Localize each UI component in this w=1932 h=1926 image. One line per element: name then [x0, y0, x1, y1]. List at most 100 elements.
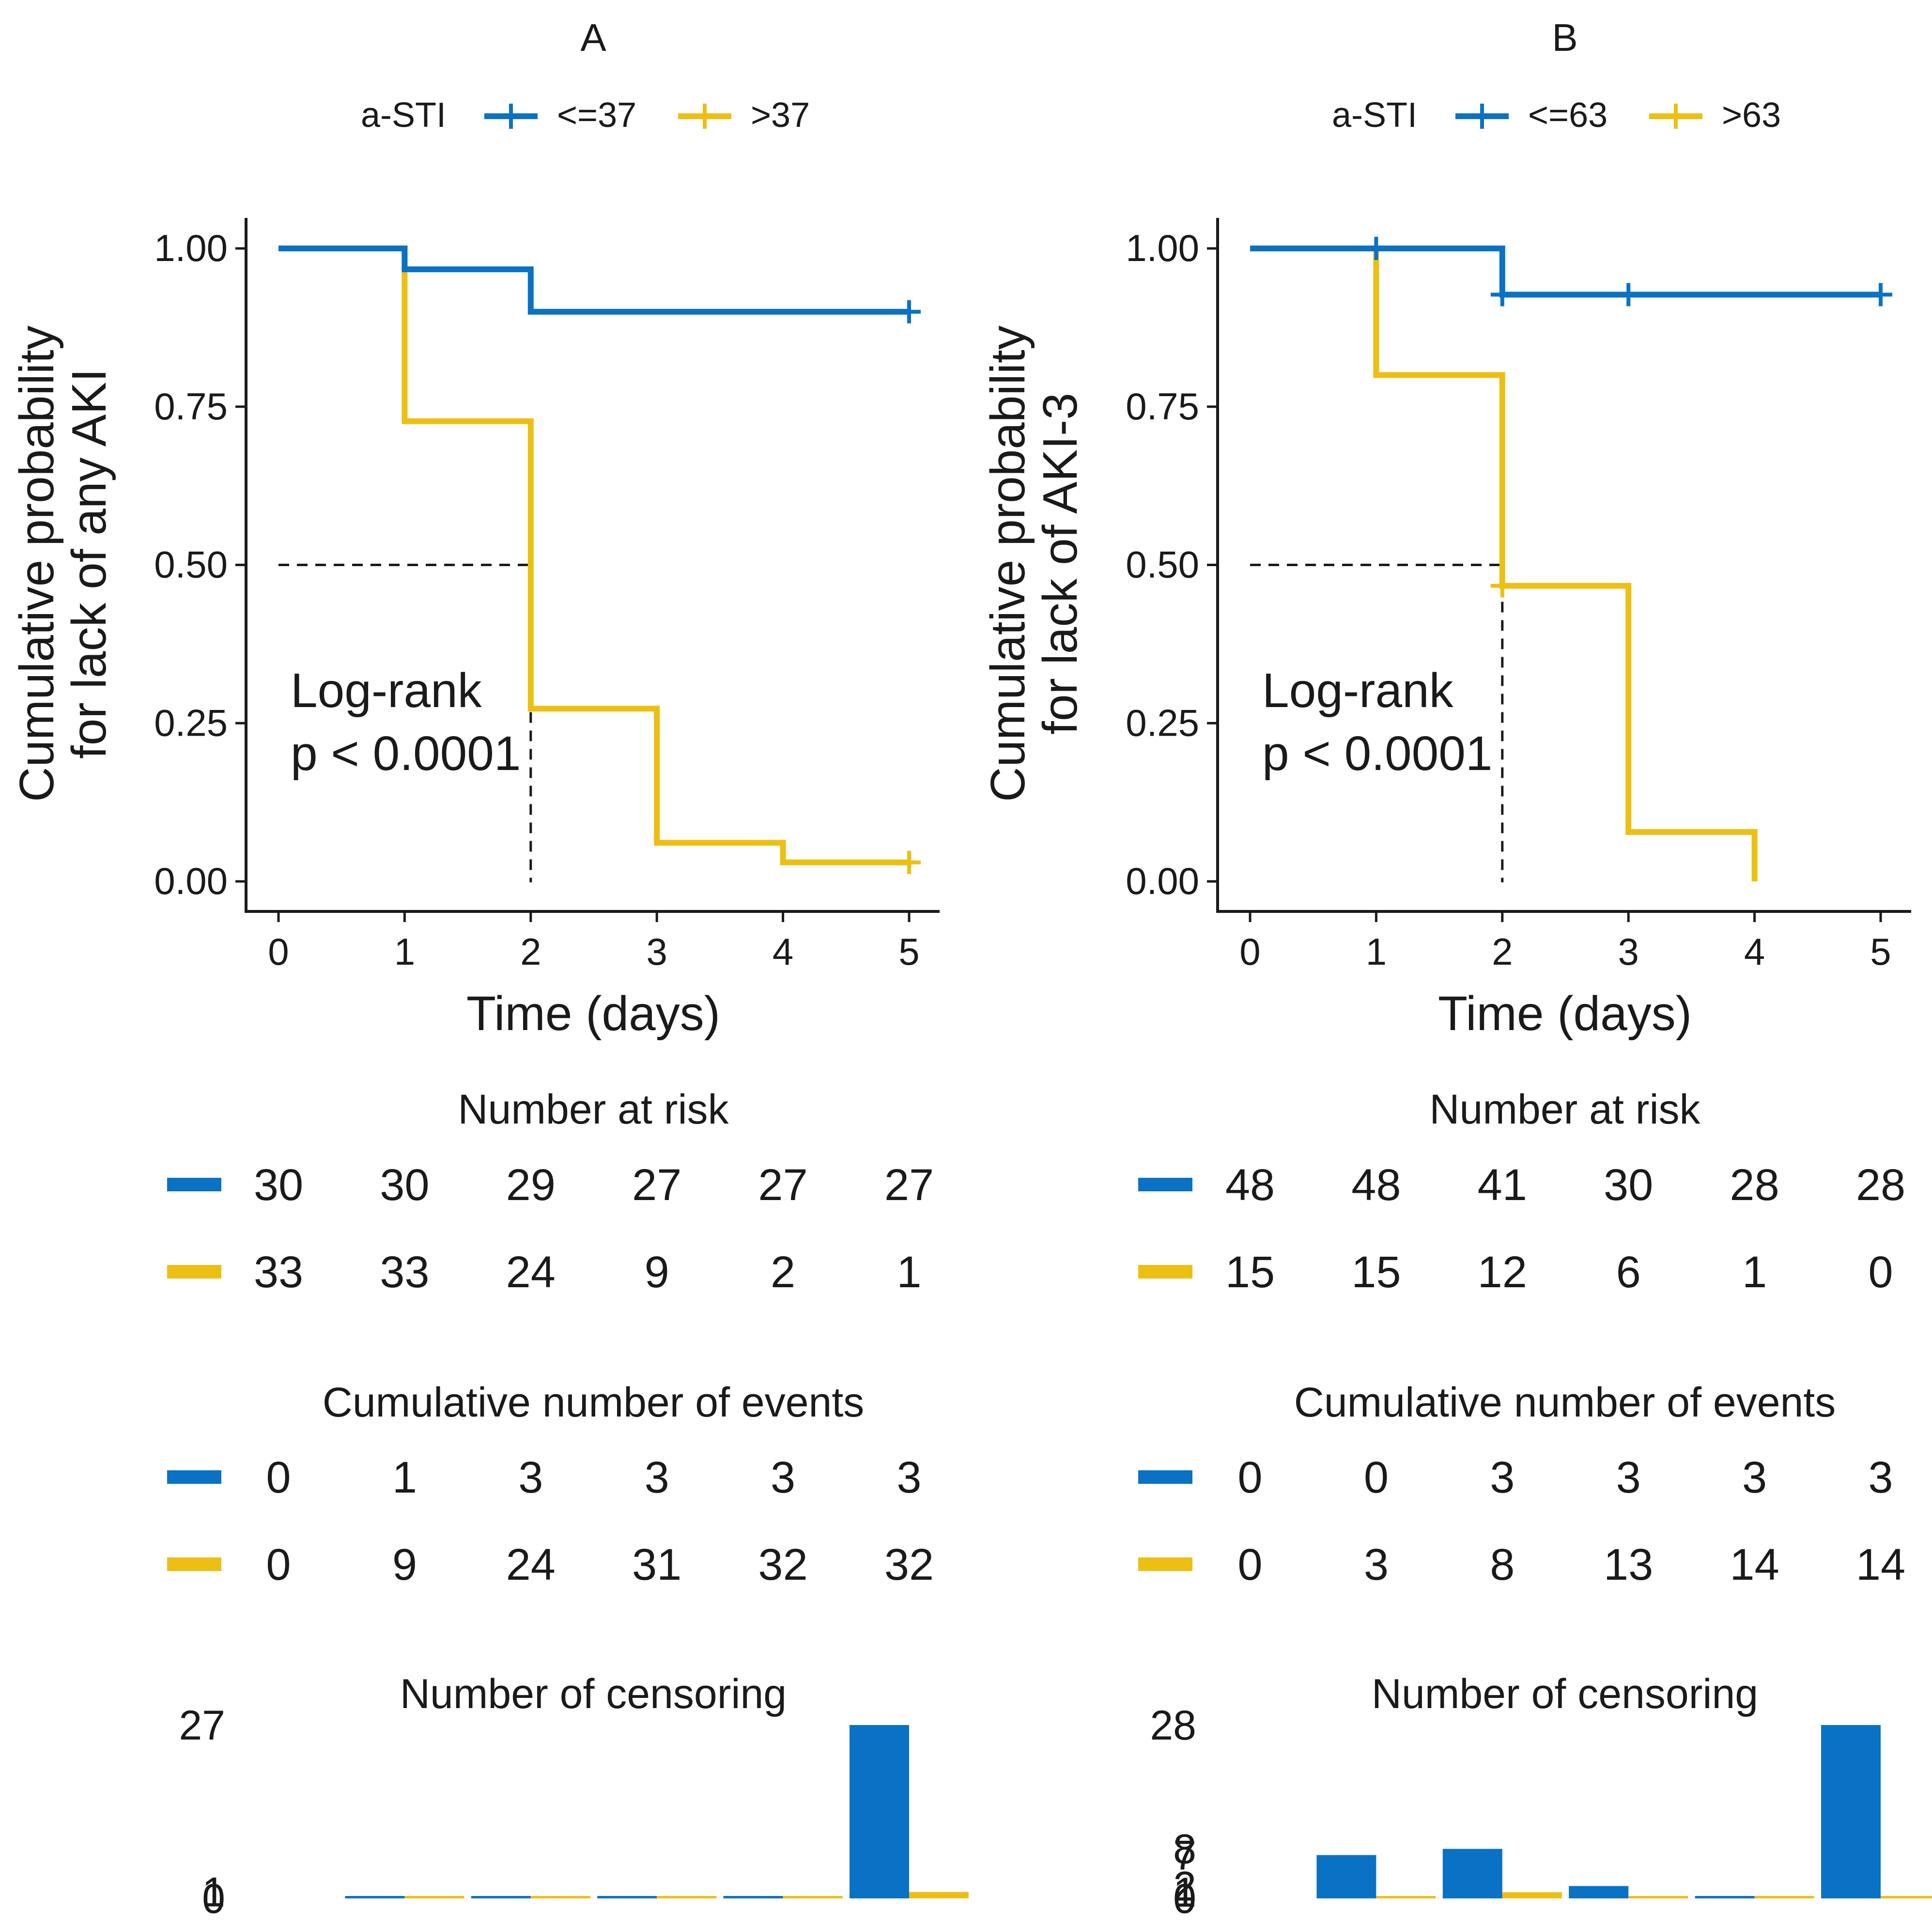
risk-table-key-0 — [167, 1178, 221, 1191]
censor-axis-label: 28 — [1150, 1702, 1196, 1749]
events-table-cell: 8 — [1490, 1540, 1515, 1589]
censor-bar-low — [1569, 1886, 1629, 1898]
y-tick-label: 0.50 — [1126, 543, 1199, 586]
censor-axis-label: 7 — [1173, 1833, 1196, 1879]
events-table-title: Cumulative number of events — [1294, 1379, 1836, 1426]
y-axis-title-line: for lack of AKI-3 — [1033, 393, 1087, 735]
logrank-label: Log-rank — [291, 663, 482, 718]
censor-bar-high — [1628, 1896, 1688, 1898]
events-table-cell: 0 — [266, 1540, 291, 1589]
events-table-cell: 24 — [506, 1540, 556, 1589]
y-tick-label: 0.75 — [154, 385, 228, 428]
censor-bar-low — [597, 1896, 657, 1898]
x-tick-label: 2 — [520, 930, 541, 973]
x-tick-label: 0 — [268, 930, 289, 973]
censor-axis-label: 1 — [202, 1869, 225, 1916]
y-tick-label: 0.50 — [154, 543, 228, 586]
x-tick-label: 4 — [1744, 930, 1765, 973]
logrank-label: Log-rank — [1262, 663, 1454, 718]
legend: a-STI <=63 >63 — [1332, 96, 1781, 135]
censor-bar-low — [1821, 1725, 1881, 1898]
risk-table-cell: 28 — [1730, 1160, 1779, 1210]
censor-bar-low — [471, 1896, 531, 1898]
events-table-key-1 — [167, 1557, 221, 1571]
events-table-cell: 3 — [645, 1453, 669, 1502]
risk-table-cell: 33 — [254, 1248, 303, 1297]
censor-bar-low — [1316, 1855, 1376, 1898]
censor-bar-low — [723, 1896, 783, 1898]
x-tick-label: 0 — [1239, 930, 1260, 973]
events-table-cell: 32 — [884, 1540, 934, 1589]
events-table-cell: 3 — [1742, 1453, 1767, 1502]
legend-label-0: <=63 — [1528, 96, 1607, 135]
censor-bar-high — [1881, 1896, 1932, 1898]
risk-table-cell: 28 — [1856, 1160, 1905, 1210]
risk-table-title: Number at risk — [458, 1086, 729, 1133]
events-table-cell: 3 — [1868, 1453, 1893, 1502]
legend-label-1: >37 — [751, 96, 810, 135]
y-axis-title: Cumulative probabilityfor lack of any AK… — [10, 325, 116, 802]
events-table-key-1 — [1138, 1557, 1192, 1571]
logrank-pvalue: p < 0.0001 — [1262, 726, 1492, 781]
y-tick-label: 1.00 — [154, 227, 228, 269]
y-tick-label: 1.00 — [1126, 227, 1199, 269]
legend-label-0: <=37 — [557, 96, 636, 135]
censor-bar-high — [1376, 1896, 1436, 1898]
censor-axis-label: 27 — [179, 1702, 225, 1749]
risk-table-cell: 41 — [1478, 1160, 1527, 1210]
risk-table-cell: 27 — [884, 1160, 934, 1210]
x-tick-label: 5 — [898, 930, 919, 973]
censor-axis-label: 1 — [1173, 1869, 1196, 1916]
x-axis-title: Time (days) — [1438, 986, 1692, 1041]
risk-table-cell: 12 — [1478, 1248, 1527, 1297]
panel-title: B — [1552, 16, 1577, 59]
risk-table-cell: 24 — [506, 1248, 556, 1297]
legend-label-1: >63 — [1722, 96, 1781, 135]
x-tick-label: 2 — [1492, 930, 1513, 973]
risk-table-cell: 30 — [254, 1160, 303, 1210]
risk-table-cell: 30 — [1604, 1160, 1653, 1210]
events-table: Cumulative number of events 0 0 3 3 3 3 0 3 8 13 14… — [1138, 1379, 1905, 1589]
events-table-cell: 9 — [392, 1540, 417, 1589]
survival-curve-low — [278, 246, 909, 315]
risk-table-cell: 48 — [1351, 1160, 1401, 1210]
events-table-cell: 0 — [1237, 1453, 1262, 1502]
y-tick-label: 0.00 — [1126, 860, 1199, 902]
y-axis-title-line: Cumulative probability — [10, 325, 64, 802]
legend-title: a-STI — [1332, 96, 1417, 135]
x-tick-label: 3 — [647, 930, 667, 973]
events-table-title: Cumulative number of events — [323, 1379, 865, 1426]
events-table-cell: 3 — [518, 1453, 543, 1502]
y-tick-label: 0.75 — [1126, 385, 1199, 428]
events-table-cell: 3 — [1364, 1540, 1389, 1589]
survival-curve-high — [278, 246, 909, 865]
legend-title: a-STI — [361, 96, 446, 135]
risk-table-cell: 27 — [758, 1160, 807, 1210]
events-table: Cumulative number of events 0 1 3 3 3 3 0 9 24 31 3… — [167, 1379, 934, 1589]
x-tick-label: 1 — [1366, 930, 1387, 973]
censor-bar-low — [345, 1896, 405, 1898]
events-table-cell: 13 — [1604, 1540, 1653, 1589]
panel-b: Ba-STI <=63 >630.000.250.500.751.000 1 2 3 4 5T… — [981, 16, 1932, 1922]
censor-title: Number of censoring — [1372, 1671, 1758, 1717]
risk-table-key-0 — [1138, 1178, 1192, 1191]
x-tick-label: 3 — [1618, 930, 1639, 973]
risk-table-cell: 1 — [1742, 1248, 1767, 1297]
censor-title: Number of censoring — [400, 1671, 787, 1717]
risk-table-cell: 2 — [771, 1248, 795, 1297]
censor-bar-low — [1442, 1849, 1502, 1898]
events-table-cell: 32 — [758, 1540, 807, 1589]
risk-table-cell: 15 — [1351, 1248, 1401, 1297]
events-table-key-0 — [1138, 1470, 1192, 1484]
survival-curve-low — [1250, 246, 1881, 298]
y-axis-title: Cumulative probabilityfor lack of AKI-3 — [981, 325, 1087, 802]
censor-bar-high — [1754, 1896, 1814, 1898]
events-table-cell: 14 — [1856, 1540, 1905, 1589]
risk-table-key-1 — [1138, 1265, 1192, 1279]
risk-table-cell: 27 — [632, 1160, 681, 1210]
censor-chart: Number of censoring 27 10 — [179, 1671, 969, 1922]
censor-axis-label: 0 — [1173, 1876, 1196, 1922]
x-tick-label: 4 — [773, 930, 793, 973]
